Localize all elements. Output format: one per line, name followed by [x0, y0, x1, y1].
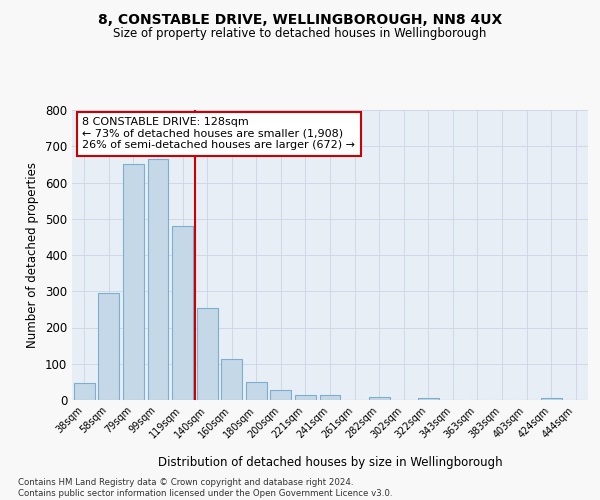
Bar — [172, 226, 193, 400]
Text: 8, CONSTABLE DRIVE, WELLINGBOROUGH, NN8 4UX: 8, CONSTABLE DRIVE, WELLINGBOROUGH, NN8 … — [98, 12, 502, 26]
Y-axis label: Number of detached properties: Number of detached properties — [26, 162, 40, 348]
Bar — [148, 159, 169, 400]
Bar — [197, 308, 218, 400]
Text: Size of property relative to detached houses in Wellingborough: Size of property relative to detached ho… — [113, 28, 487, 40]
Bar — [123, 164, 144, 400]
Bar — [368, 397, 389, 400]
Text: Contains HM Land Registry data © Crown copyright and database right 2024.
Contai: Contains HM Land Registry data © Crown c… — [18, 478, 392, 498]
Bar — [418, 398, 439, 400]
Text: Distribution of detached houses by size in Wellingborough: Distribution of detached houses by size … — [158, 456, 502, 469]
Bar — [541, 398, 562, 400]
Bar — [74, 384, 95, 400]
Bar — [271, 390, 292, 400]
Bar — [295, 394, 316, 400]
Bar — [221, 359, 242, 400]
Text: 8 CONSTABLE DRIVE: 128sqm
← 73% of detached houses are smaller (1,908)
26% of se: 8 CONSTABLE DRIVE: 128sqm ← 73% of detac… — [82, 117, 355, 150]
Bar — [246, 382, 267, 400]
Bar — [320, 394, 340, 400]
Bar — [98, 293, 119, 400]
